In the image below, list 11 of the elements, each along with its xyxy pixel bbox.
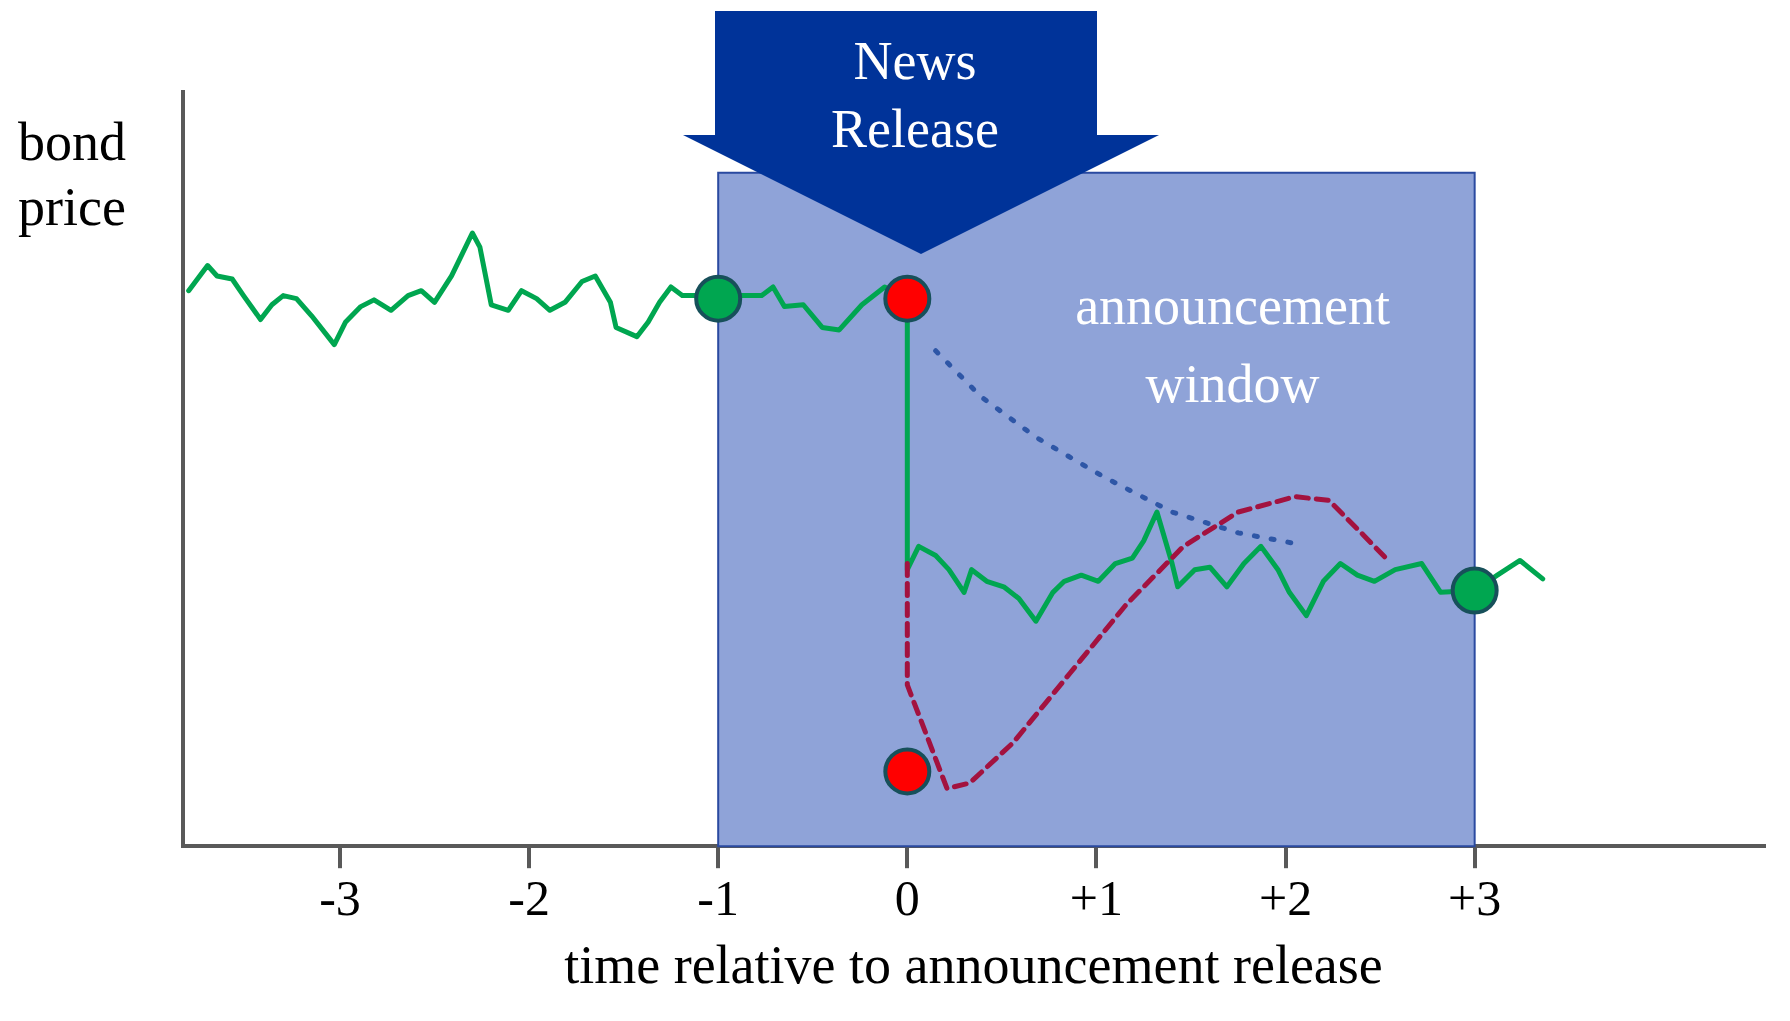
- text: News Release: [830, 30, 1000, 161]
- x-tick-label: +3: [1448, 870, 1502, 927]
- x-tick-label: 0: [894, 870, 920, 927]
- x-tick-label: -3: [319, 870, 361, 927]
- band-label: announcement window: [1075, 275, 1391, 414]
- x-tick-label: -1: [697, 870, 740, 927]
- x-tick-label: +2: [1258, 870, 1313, 927]
- y-axis-title: bond price: [18, 111, 127, 239]
- x-tick-label: +1: [1069, 870, 1124, 927]
- x-tick-label: -2: [508, 870, 550, 927]
- x-axis-title: time relative to announcement release: [564, 934, 1383, 995]
